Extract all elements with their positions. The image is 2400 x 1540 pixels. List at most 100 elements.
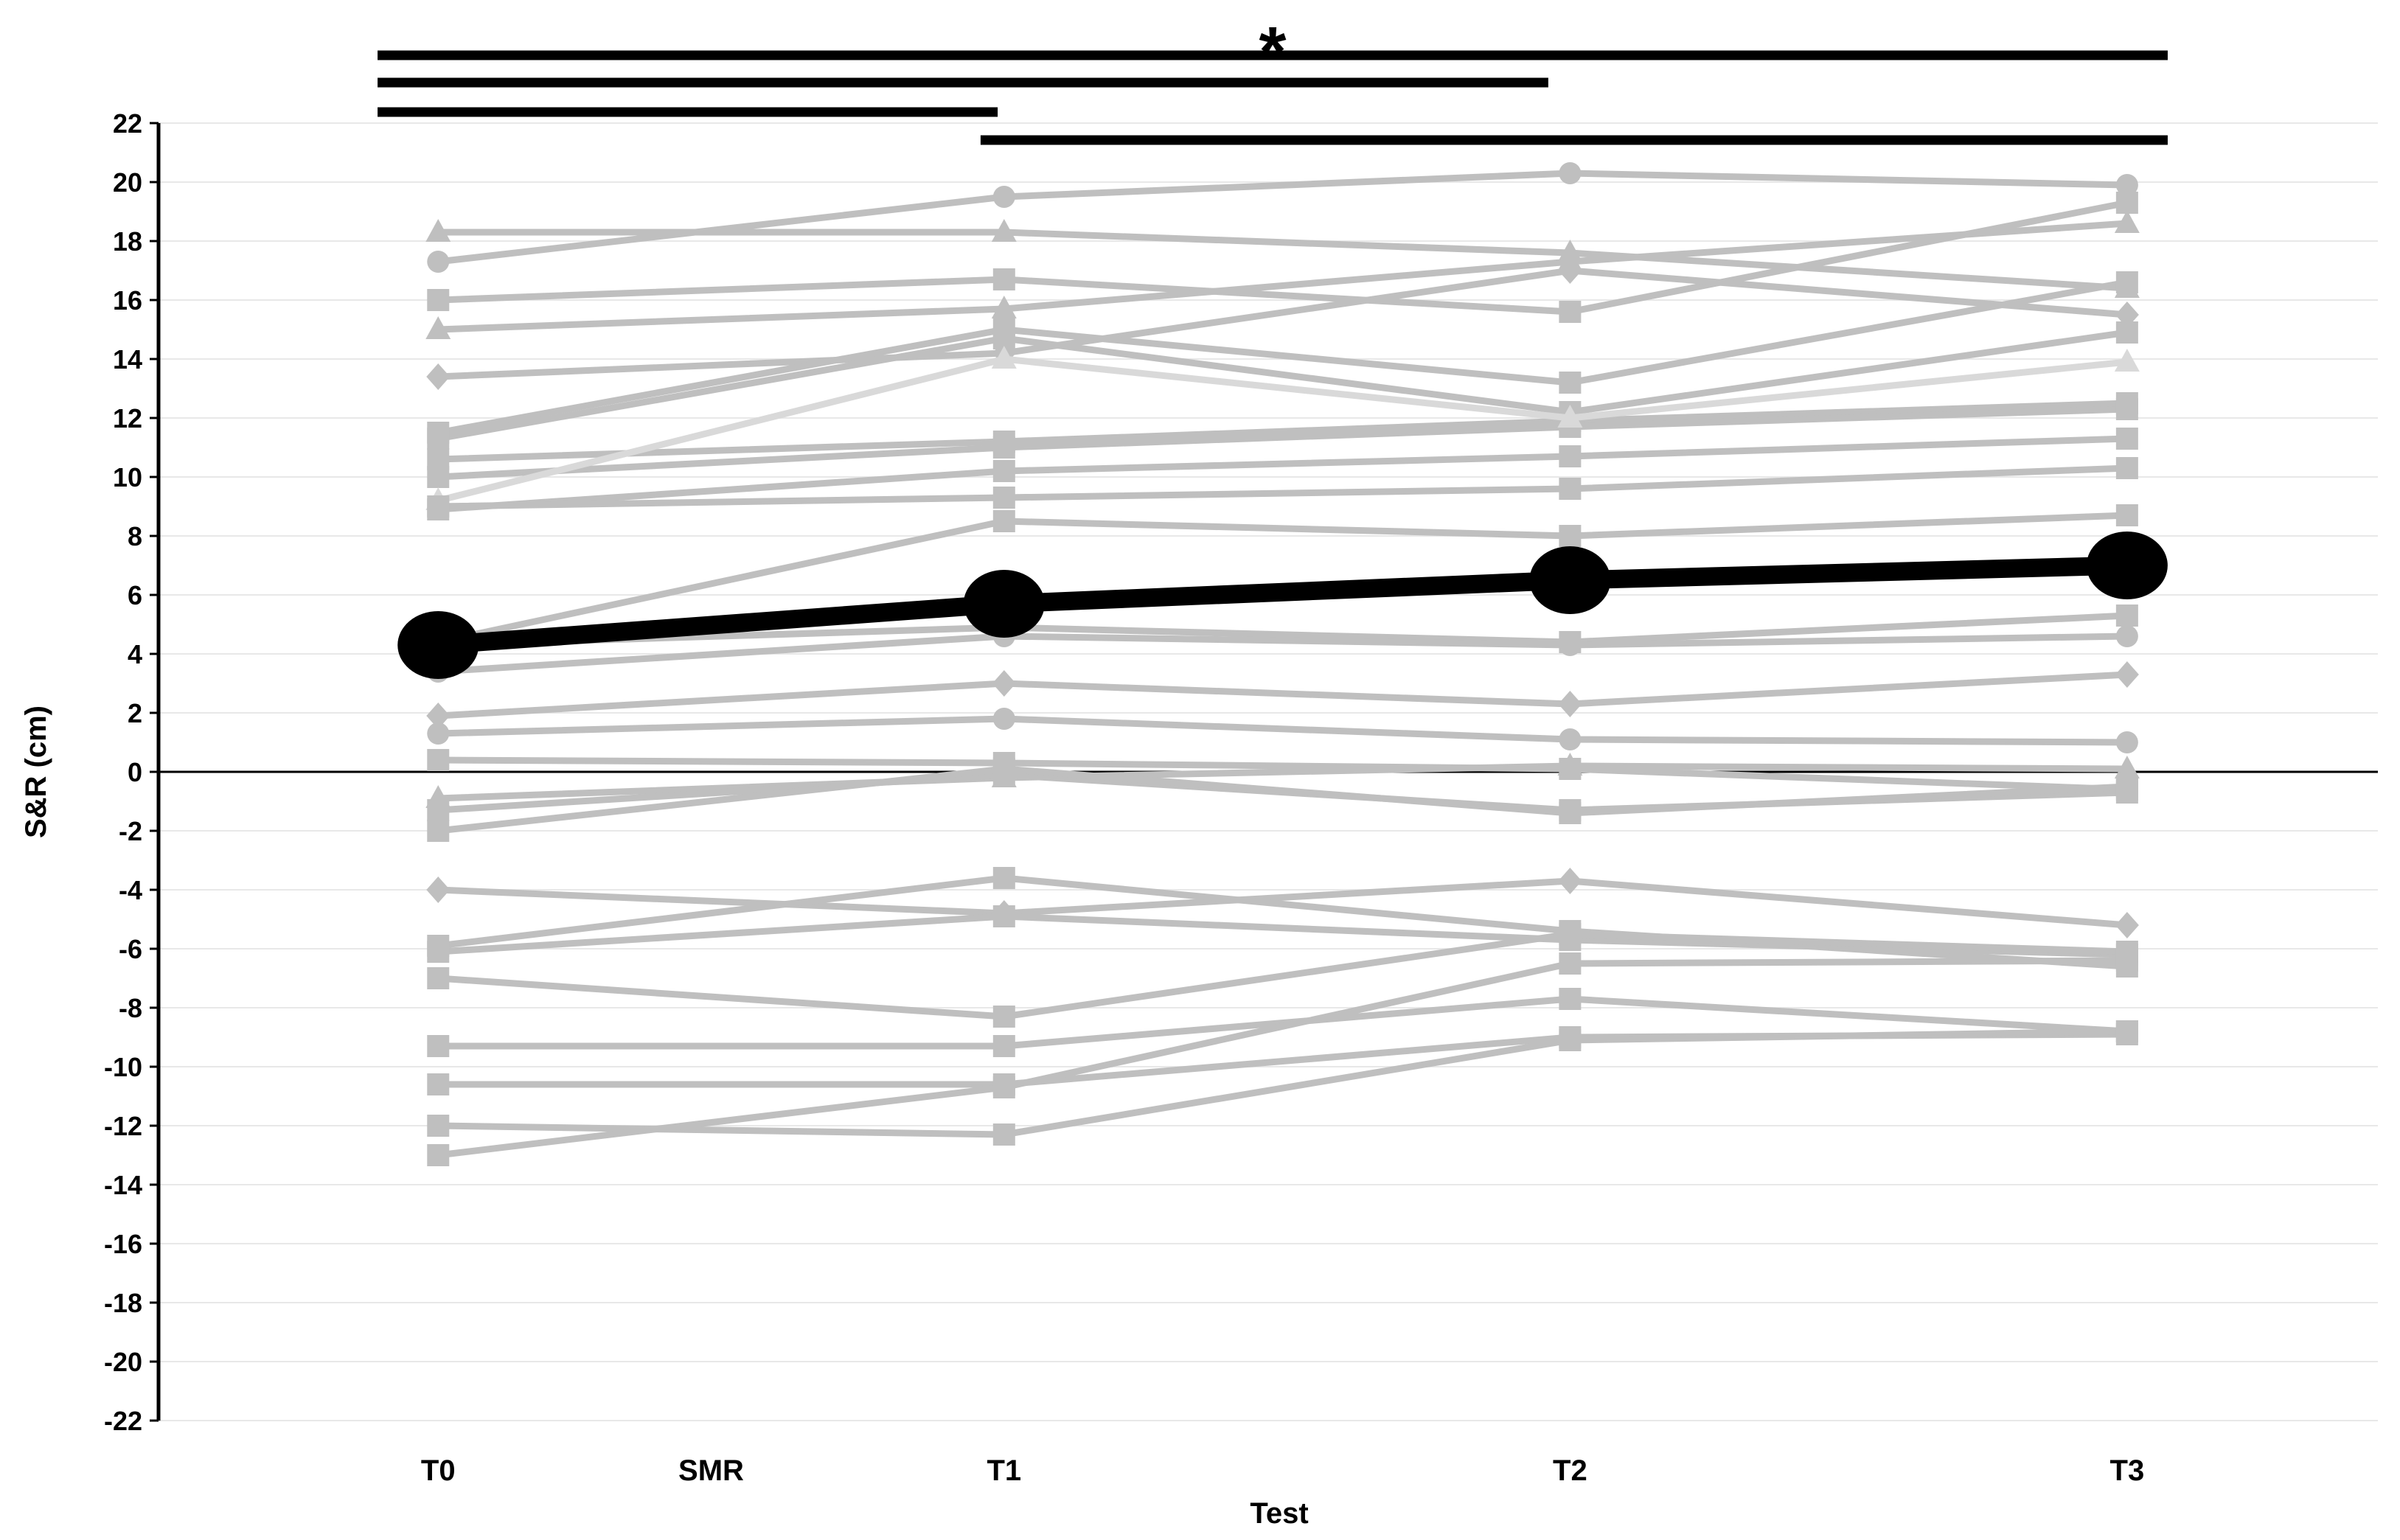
- series-marker: [1559, 1029, 1582, 1051]
- y-axis-group: [150, 122, 161, 1422]
- y-tick-label: -2: [119, 816, 142, 846]
- series-marker: [427, 799, 450, 821]
- series-marker: [1559, 301, 1582, 323]
- mean-marker: [1529, 546, 1611, 614]
- series-marker: [1558, 257, 1582, 284]
- series-marker: [2115, 504, 2138, 526]
- y-tick-label: 14: [113, 344, 142, 374]
- series-marker: [1558, 691, 1582, 717]
- individual-series-group: [425, 162, 2140, 1166]
- series-marker: [426, 877, 451, 903]
- y-tick-label: -12: [104, 1111, 142, 1141]
- series-marker: [2115, 661, 2139, 688]
- series-marker: [427, 749, 450, 771]
- series-marker: [2114, 756, 2140, 778]
- series-marker: [992, 1123, 1015, 1146]
- individual-series-line: [434, 715, 2131, 746]
- series-marker: [1559, 372, 1582, 394]
- individual-series-line: [434, 612, 2131, 649]
- series-marker: [2115, 776, 2138, 798]
- series-marker: [992, 758, 1015, 780]
- y-tick-label: -6: [119, 934, 142, 964]
- y-tick-label: -4: [119, 875, 142, 905]
- individual-series-line: [434, 874, 2131, 970]
- series-marker: [2115, 457, 2138, 479]
- series-marker: [427, 251, 450, 273]
- y-tick-label: 22: [113, 108, 142, 139]
- individual-series-line: [434, 279, 2131, 436]
- series-marker: [427, 1073, 450, 1095]
- y-tick-label: 10: [113, 462, 142, 492]
- series-marker: [2115, 271, 2138, 293]
- series-marker: [1559, 952, 1582, 975]
- series-marker: [1559, 445, 1582, 467]
- individual-series-line: [434, 877, 2131, 929]
- individual-series-line: [434, 229, 2131, 292]
- individual-series-line: [434, 995, 2131, 1050]
- y-tick-label: 18: [113, 226, 142, 257]
- series-marker: [2114, 349, 2140, 372]
- series-marker: [425, 219, 451, 242]
- series-marker: [427, 495, 450, 518]
- y-tick-label: -20: [104, 1347, 142, 1377]
- series-marker: [425, 316, 451, 339]
- mean-marker: [2086, 532, 2168, 599]
- individual-series-line: [434, 756, 2131, 793]
- series-marker: [426, 703, 451, 729]
- series-marker: [992, 510, 1015, 532]
- y-tick-label: -16: [104, 1229, 142, 1259]
- individual-series-line: [434, 1031, 2131, 1088]
- x-category-labels: T0 SMR T1 T2 T3: [421, 1454, 2144, 1487]
- individual-series-line: [434, 400, 2131, 463]
- y-tick-label: 0: [128, 757, 142, 787]
- individual-series-line: [434, 633, 2131, 675]
- mean-series-group: [397, 532, 2168, 679]
- individual-series-line: [434, 267, 2131, 380]
- mean-marker: [397, 611, 479, 679]
- series-marker: [1559, 802, 1582, 824]
- series-marker: [2115, 604, 2138, 627]
- y-tick-label: -22: [104, 1406, 142, 1436]
- series-marker: [991, 296, 1017, 318]
- series-marker: [2115, 625, 2138, 647]
- series-marker: [427, 722, 450, 745]
- series-marker: [427, 941, 450, 963]
- individual-series-line: [434, 355, 2131, 504]
- series-marker: [992, 670, 1016, 697]
- series-marker: [427, 1144, 450, 1166]
- series-marker: [1559, 525, 1582, 547]
- individual-series-line: [434, 913, 2131, 958]
- y-tick-label: -18: [104, 1288, 142, 1318]
- individual-series-line: [434, 170, 2131, 265]
- y-axis-title: S&R (cm): [20, 705, 52, 838]
- individual-series-line: [434, 464, 2131, 510]
- series-marker: [992, 1006, 1015, 1028]
- series-marker: [991, 346, 1017, 369]
- x-axis-title: Test: [1250, 1497, 1308, 1530]
- y-tick-label: -10: [104, 1052, 142, 1082]
- y-tick-label: 16: [113, 285, 142, 316]
- individual-series-line: [434, 762, 2131, 802]
- series-marker: [1558, 868, 1582, 894]
- y-tick-label: 2: [128, 698, 142, 728]
- y-tick-label: 6: [128, 580, 142, 610]
- individual-series-line: [434, 957, 2131, 1159]
- significance-asterisk: *: [1259, 13, 1287, 91]
- series-marker: [2115, 731, 2138, 753]
- x-category-label: T1: [987, 1454, 1021, 1487]
- individual-series-line: [434, 512, 2131, 646]
- series-marker: [426, 363, 451, 390]
- series-marker: [992, 268, 1015, 290]
- series-marker: [1559, 162, 1582, 184]
- x-category-label: SMR: [678, 1454, 744, 1487]
- y-tick-label: 20: [113, 167, 142, 198]
- individual-series-line: [434, 405, 2131, 481]
- series-marker: [1559, 728, 1582, 750]
- series-marker: [1559, 988, 1582, 1010]
- series-marker: [427, 967, 450, 989]
- individual-series-line: [434, 435, 2131, 513]
- series-marker: [2115, 321, 2138, 344]
- series-marker: [2115, 912, 2139, 938]
- series-marker: [992, 487, 1015, 509]
